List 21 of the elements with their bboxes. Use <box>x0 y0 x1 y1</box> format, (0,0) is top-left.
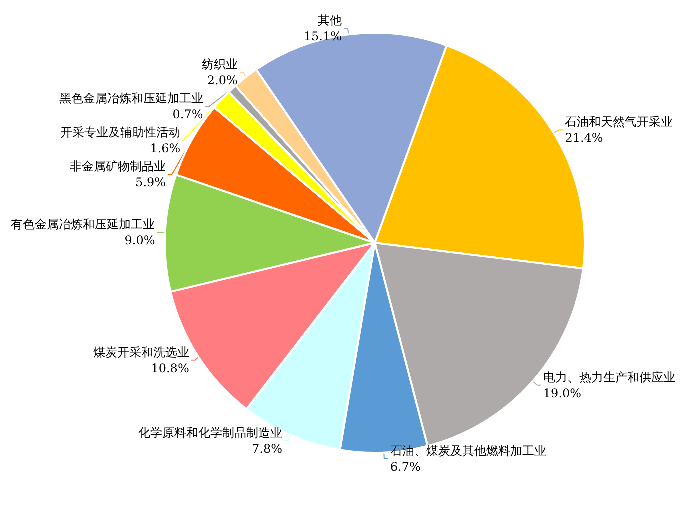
data-label: 5.9% <box>136 176 166 190</box>
slice-label: 煤炭开采和洗选业 <box>93 345 190 360</box>
slice-label: 化学原料和化学制品制造业 <box>138 426 283 440</box>
data-label: 19.0% <box>543 386 582 400</box>
slice-label: 开采专业及辅助性活动 <box>60 126 181 140</box>
slice-label: 黑色金属冶炼和压延加工业 <box>59 92 204 106</box>
slice-label: 其他 <box>318 14 342 28</box>
data-label: 2.0% <box>207 74 238 88</box>
data-label: 21.4% <box>565 131 604 146</box>
slice-label: 有色金属冶炼和压延加工业 <box>11 218 156 232</box>
data-label: 9.0% <box>124 234 156 248</box>
data-label: 10.8% <box>151 361 190 376</box>
data-label: 1.6% <box>150 142 181 156</box>
data-label: 0.7% <box>172 108 204 122</box>
data-label: 15.1% <box>304 30 342 44</box>
slice-label: 电力、热力生产和供应业 <box>543 370 676 384</box>
slice-label: 纺织业 <box>202 58 238 72</box>
data-label: 6.7% <box>390 460 421 474</box>
data-label: 7.8% <box>252 442 283 456</box>
slice-label: 非金属矿物制品业 <box>70 160 166 174</box>
slice-label: 石油和天然气开采业 <box>565 115 674 130</box>
